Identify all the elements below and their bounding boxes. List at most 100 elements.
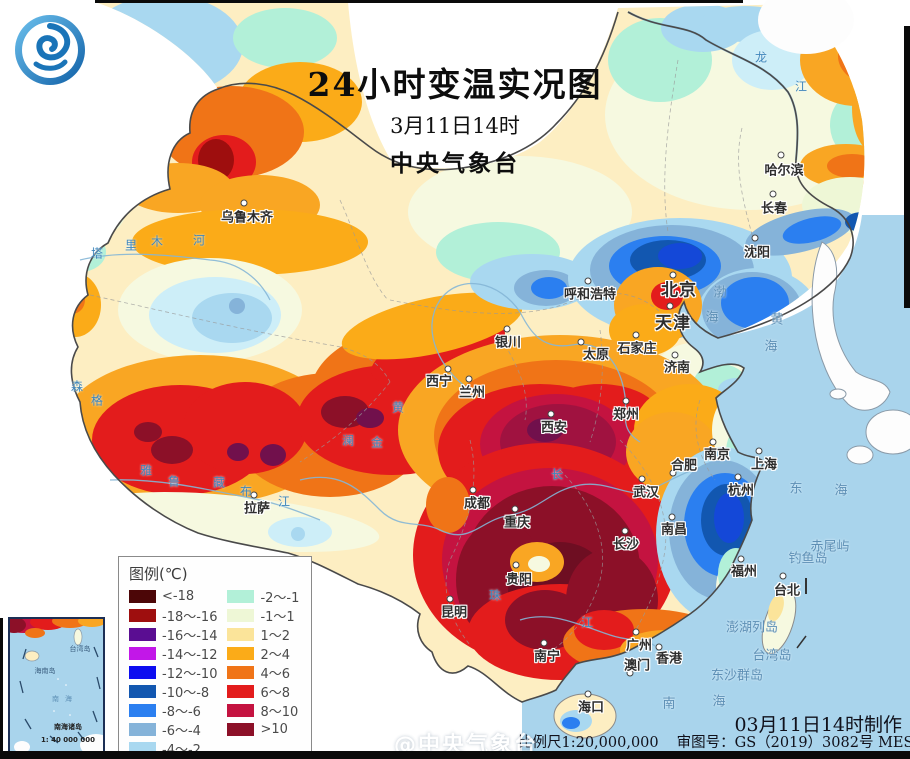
city-label: 澳门 (623, 658, 651, 674)
city-dot (547, 410, 555, 418)
city-dot (737, 555, 745, 563)
city-label: 台北 (773, 583, 801, 599)
city-label: 重庆 (503, 515, 531, 531)
legend-label: <-18 (162, 588, 195, 604)
city-dot (666, 302, 674, 310)
legend-swatch (129, 608, 156, 622)
city-dot (669, 271, 677, 279)
legend-swatch (227, 608, 255, 622)
city-label: 拉萨 (243, 501, 271, 517)
legend-label: 1～2 (260, 628, 291, 644)
city-label: 南宁 (533, 649, 561, 665)
legend-label: -10～-8 (162, 685, 210, 701)
city-label: 贵阳 (505, 572, 533, 588)
city-dot (777, 151, 785, 159)
legend-swatch (129, 589, 156, 603)
city-label: 济南 (663, 360, 691, 376)
city-label: 广州 (625, 638, 653, 654)
city-label: 长春 (760, 201, 788, 217)
city-dot (668, 513, 676, 521)
legend-label: -6～-4 (162, 723, 201, 739)
legend-swatch (129, 703, 156, 717)
city-label: 海口 (577, 700, 605, 716)
city-dot (584, 690, 592, 698)
city-label: 武汉 (632, 485, 660, 501)
legend-row: 6～8 (227, 683, 299, 701)
city-label: 乌鲁木齐 (220, 210, 274, 226)
legend-label: -12～-10 (162, 666, 218, 682)
city-label: 兰州 (458, 385, 486, 401)
city-dot (503, 325, 511, 333)
legend-swatch (129, 646, 156, 660)
legend-row: -16～-14 (129, 626, 217, 644)
legend-title: 图例(℃) (129, 565, 188, 583)
city-dot (446, 595, 454, 603)
city-label: 天津 (655, 313, 691, 334)
city-dot (512, 561, 520, 569)
legend-left-column: <-18 -18～-16 -16～-14 -14～-12 -12～-10 (129, 588, 218, 758)
legend-label: 4～6 (260, 666, 291, 682)
province-borders (89, 59, 757, 656)
legend-row: >10 (227, 721, 299, 737)
legend-row: -14～-12 (129, 645, 218, 663)
frame-edge-right (904, 26, 910, 308)
city-dot (755, 447, 763, 455)
city-label: 石家庄 (617, 341, 657, 357)
city-label: 杭州 (727, 483, 755, 499)
city-label: 太原 (582, 347, 610, 363)
scale-text: 比例尺1:20,000,000 (518, 735, 659, 751)
legend-swatch (227, 703, 255, 717)
legend-swatch (129, 722, 156, 736)
legend-label: >10 (260, 721, 288, 737)
south-china-sea-inset: 台湾岛 海南岛 南海 南海诸岛 1: 40 000 000 (8, 617, 105, 754)
city-dot (444, 365, 452, 373)
legend-row: -18～-16 (129, 607, 217, 625)
legend-swatch (129, 627, 156, 641)
city-dot (632, 331, 640, 339)
city-label: 合肥 (670, 458, 698, 474)
city-label: 香港 (655, 651, 683, 667)
legend-row: <-18 (129, 588, 217, 604)
made-timestamp: 03月11日14时制作 (734, 714, 902, 736)
legend-label: 2～4 (260, 647, 291, 663)
city-label: 南昌 (660, 522, 688, 538)
legend-row: -10～-8 (129, 683, 217, 701)
legend-row: 8～10 (227, 702, 299, 720)
legend-label: -1～1 (260, 609, 295, 625)
legend-label: 6～8 (260, 685, 291, 701)
frame-edge-top (95, 0, 743, 3)
city-dot (769, 190, 777, 198)
legend-swatch (129, 665, 156, 679)
city-label: 昆明 (440, 605, 468, 621)
legend-swatch (227, 684, 255, 698)
city-label: 银川 (494, 335, 522, 351)
city-label: 上海 (750, 457, 778, 473)
city-label: 呼和浩特 (563, 287, 617, 303)
city-dot (540, 639, 548, 647)
legend-swatch (227, 627, 255, 641)
map-info: 比例尺1:20,000,000 审图号：GS（2019）3082号 MESIS3.… (518, 731, 910, 752)
city-dot (671, 351, 679, 359)
taiwan-hainan (553, 578, 807, 739)
legend-row: 4～6 (227, 664, 299, 682)
city-label: 西安 (540, 420, 568, 436)
legend-right-column: -2～-1 -1～1 1～2 2～4 4～6 (227, 588, 299, 756)
legend-label: -2～-1 (260, 590, 300, 606)
city-dot (779, 572, 787, 580)
legend-row: 1～2 (227, 626, 299, 644)
city-dot (751, 234, 759, 242)
legend-swatch (227, 646, 255, 660)
legend-label: -14～-12 (162, 647, 218, 663)
city-dot (622, 397, 630, 405)
city-label: 北京 (661, 280, 697, 301)
legend-swatch (129, 684, 156, 698)
legend-swatch (227, 722, 255, 736)
legend-row: -12～-10 (129, 664, 218, 682)
city-dot (621, 527, 629, 535)
city-label: 南京 (703, 447, 731, 463)
legend-box: 图例(℃) <-18 -18～-16 -16～-14 -14～-12 (118, 556, 312, 758)
city-label: 哈尔滨 (764, 163, 804, 179)
city-label: 郑州 (612, 407, 640, 423)
city-dot (511, 505, 519, 513)
